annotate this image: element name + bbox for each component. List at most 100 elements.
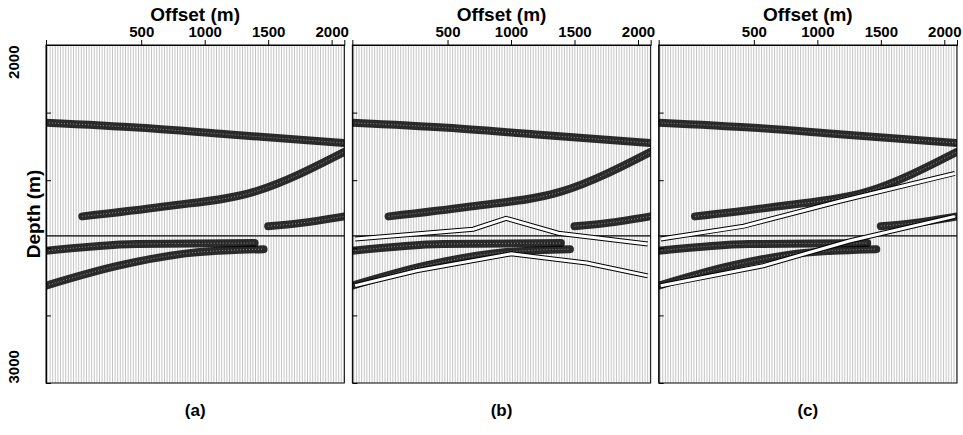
x-axis-line xyxy=(659,40,957,46)
y-tick-label: 3000 xyxy=(5,350,22,383)
x-tick-mark xyxy=(574,40,575,45)
x-tick-label: 1000 xyxy=(189,23,222,40)
reflector-texture xyxy=(46,123,344,143)
trace xyxy=(554,45,555,383)
trace xyxy=(907,45,908,383)
trace xyxy=(164,45,165,383)
y-minor-tick xyxy=(659,315,664,316)
trace xyxy=(156,45,157,383)
reflector-event xyxy=(389,152,651,217)
trace-texture xyxy=(660,45,956,383)
trace xyxy=(146,45,147,383)
trace xyxy=(546,45,547,383)
x-tick-label: 1500 xyxy=(865,23,898,40)
x-tick-mark xyxy=(448,40,449,45)
trace xyxy=(691,45,692,383)
trace xyxy=(473,45,474,383)
x-tick-label: 500 xyxy=(436,23,461,40)
trace xyxy=(842,45,843,383)
panel-label: (a) xyxy=(185,401,206,420)
trace xyxy=(751,45,752,383)
trace xyxy=(177,45,178,383)
trace xyxy=(317,45,318,383)
x-tick-mark xyxy=(268,40,269,45)
trace xyxy=(774,45,775,383)
trace xyxy=(637,45,638,383)
trace xyxy=(634,45,635,383)
trace xyxy=(686,45,687,383)
trace xyxy=(561,45,562,383)
x-tick: 2000 xyxy=(928,23,961,45)
trace xyxy=(940,45,941,383)
trace xyxy=(667,45,668,383)
trace xyxy=(281,45,282,383)
trace xyxy=(619,45,620,383)
y-minor-tick xyxy=(659,248,664,249)
trace xyxy=(569,45,570,383)
reflector-event xyxy=(659,123,957,143)
trace xyxy=(141,45,142,383)
trace xyxy=(595,45,596,383)
trace xyxy=(268,45,269,383)
trace xyxy=(816,45,817,383)
reflector-texture xyxy=(659,123,957,143)
x-tick-label: 1000 xyxy=(495,23,528,40)
trace xyxy=(839,45,840,383)
x-axis-line xyxy=(47,40,345,46)
trace xyxy=(496,45,497,383)
trace xyxy=(224,45,225,383)
trace xyxy=(665,45,666,383)
trace xyxy=(361,45,362,383)
trace xyxy=(826,45,827,383)
pick-curve xyxy=(355,254,648,286)
trace xyxy=(868,45,869,383)
trace xyxy=(818,45,819,383)
reflector-event xyxy=(46,249,264,286)
trace xyxy=(489,45,490,383)
y-axis-line xyxy=(47,46,52,384)
trace xyxy=(333,45,334,383)
y-minor-tick-mark xyxy=(352,315,357,316)
trace xyxy=(559,45,560,383)
trace xyxy=(323,45,324,383)
x-tick-mark xyxy=(881,40,882,45)
trace xyxy=(896,45,897,383)
trace xyxy=(580,45,581,383)
trace xyxy=(927,45,928,383)
y-tick: 2000 xyxy=(5,46,51,79)
trace xyxy=(219,45,220,383)
trace xyxy=(73,45,74,383)
trace xyxy=(577,45,578,383)
trace xyxy=(587,45,588,383)
panel: 500100015002000Offset (m)(c) xyxy=(659,4,962,420)
trace xyxy=(211,45,212,383)
trace xyxy=(193,45,194,383)
trace xyxy=(551,45,552,383)
x-tick-label: 1500 xyxy=(558,23,591,40)
x-tick: 1500 xyxy=(865,23,898,45)
trace xyxy=(917,45,918,383)
reflector-texture xyxy=(574,216,650,226)
reference-line xyxy=(659,235,957,236)
trace xyxy=(844,45,845,383)
trace xyxy=(512,45,513,383)
trace xyxy=(143,45,144,383)
trace xyxy=(304,45,305,383)
trace xyxy=(914,45,915,383)
pick-outline xyxy=(355,254,648,286)
reflector-event xyxy=(82,152,344,217)
trace-texture xyxy=(48,45,344,383)
trace xyxy=(678,45,679,383)
plot-background xyxy=(46,45,344,383)
pick-outline xyxy=(661,216,955,285)
trace xyxy=(920,45,921,383)
reflector-event xyxy=(46,123,344,143)
trace xyxy=(616,45,617,383)
trace xyxy=(60,45,61,383)
trace xyxy=(860,45,861,383)
trace xyxy=(899,45,900,383)
x-tick-label: 1500 xyxy=(252,23,285,40)
trace xyxy=(922,45,923,383)
trace xyxy=(265,45,266,383)
x-tick-label: 500 xyxy=(129,23,154,40)
